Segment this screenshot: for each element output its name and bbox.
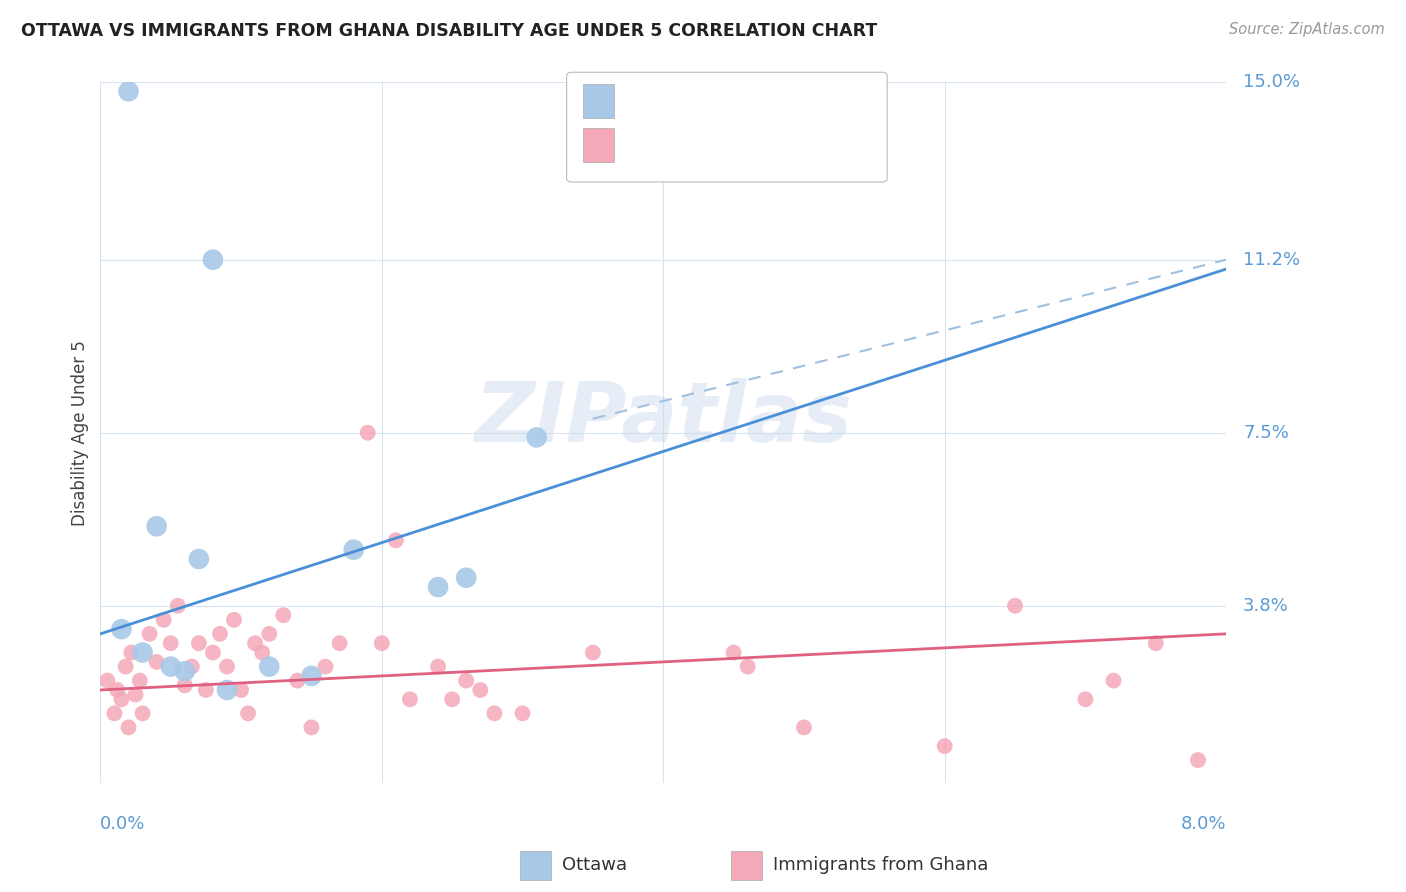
Point [187,636,209,650]
Point [257,659,280,673]
Point [399,692,422,706]
Point [329,636,352,650]
Point [120,646,142,660]
Point [512,706,534,721]
Point [215,682,238,697]
Point [427,580,450,594]
Point [1004,599,1026,613]
Point [222,613,245,627]
Point [526,430,548,444]
Text: 3.8%: 3.8% [1243,597,1289,615]
Point [427,659,450,673]
Point [315,659,337,673]
Text: 0.0%: 0.0% [100,815,146,833]
Point [301,669,323,683]
Point [201,252,224,267]
Text: Immigrants from Ghana: Immigrants from Ghana [773,856,988,874]
Point [208,627,231,641]
Point [737,659,759,673]
Point [215,659,238,673]
Text: 15.0%: 15.0% [1243,73,1301,91]
Point [243,636,266,650]
Point [173,665,195,679]
Text: R = 0.206   N = 15: R = 0.206 N = 15 [628,92,799,110]
Text: 8.0%: 8.0% [1181,815,1226,833]
Point [145,519,167,533]
Point [441,692,464,706]
Point [723,646,745,660]
Point [166,599,188,613]
Y-axis label: Disability Age Under 5: Disability Age Under 5 [72,340,89,525]
Point [934,739,956,753]
Text: Ottawa: Ottawa [562,856,627,874]
Point [1144,636,1167,650]
Point [371,636,394,650]
Point [285,673,308,688]
Point [145,655,167,669]
Point [1074,692,1097,706]
Point [343,542,366,557]
Text: 11.2%: 11.2% [1243,251,1301,268]
Point [128,673,150,688]
Point [96,673,118,688]
Point [110,622,132,636]
Point [582,646,605,660]
Point [159,636,181,650]
Point [117,84,139,98]
Point [271,608,294,623]
Point [117,720,139,734]
Point [131,646,153,660]
Point [250,646,273,660]
Point [484,706,506,721]
Text: OTTAWA VS IMMIGRANTS FROM GHANA DISABILITY AGE UNDER 5 CORRELATION CHART: OTTAWA VS IMMIGRANTS FROM GHANA DISABILI… [21,22,877,40]
Point [110,692,132,706]
Point [301,720,323,734]
Point [152,613,174,627]
Point [180,659,202,673]
Point [103,706,125,721]
Point [229,682,252,697]
Point [131,706,153,721]
Point [159,659,181,673]
Point [456,571,478,585]
Point [124,688,146,702]
Point [201,646,224,660]
Point [138,627,160,641]
Point [114,659,136,673]
Point [456,673,478,688]
Point [1102,673,1125,688]
Text: ZIPatlas: ZIPatlas [474,378,852,459]
Point [105,682,128,697]
Point [257,627,280,641]
Text: 7.5%: 7.5% [1243,424,1289,442]
Point [187,552,209,566]
Point [173,678,195,692]
Point [357,425,380,440]
Point [793,720,815,734]
Point [385,533,408,548]
Text: R = 0.083   N = 53: R = 0.083 N = 53 [628,136,799,154]
Text: Source: ZipAtlas.com: Source: ZipAtlas.com [1229,22,1385,37]
Point [470,682,492,697]
Point [1187,753,1209,767]
Point [236,706,259,721]
Point [194,682,217,697]
